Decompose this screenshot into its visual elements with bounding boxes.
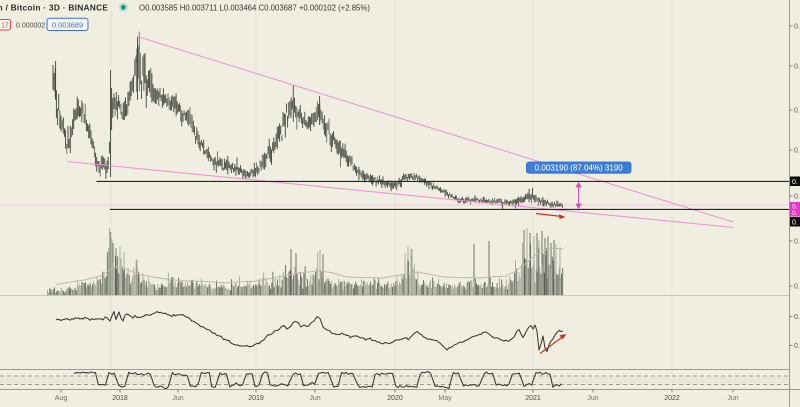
svg-text:0.: 0. xyxy=(792,204,798,211)
svg-text:2020: 2020 xyxy=(387,395,403,402)
svg-text:Jun: Jun xyxy=(587,395,598,402)
svg-text:0.0: 0.0 xyxy=(794,148,800,155)
svg-text:0.0: 0.0 xyxy=(794,239,800,246)
svg-text:0.0: 0.0 xyxy=(794,24,800,31)
svg-text:0.: 0. xyxy=(792,179,798,186)
svg-text:17: 17 xyxy=(1,23,9,30)
svg-text:Jun: Jun xyxy=(309,395,320,402)
svg-text:May: May xyxy=(438,395,452,402)
svg-text:0.: 0. xyxy=(792,220,798,227)
svg-text:n / Bitcoin · 3D · BINANCE: n / Bitcoin · 3D · BINANCE xyxy=(0,2,108,12)
svg-text:2022: 2022 xyxy=(664,395,680,402)
svg-text:2019: 2019 xyxy=(248,395,264,402)
svg-text:Aug: Aug xyxy=(55,395,68,402)
svg-text:0.0: 0.0 xyxy=(794,343,800,350)
svg-text:0.0: 0.0 xyxy=(794,314,800,321)
svg-text:2018: 2018 xyxy=(112,395,128,402)
svg-text:0.0: 0.0 xyxy=(794,194,800,201)
svg-text:0.0: 0.0 xyxy=(794,108,800,115)
svg-text:Jun: Jun xyxy=(727,395,738,402)
svg-text:0.000002: 0.000002 xyxy=(16,23,45,30)
svg-text:0.003689: 0.003689 xyxy=(52,20,83,29)
svg-text:0.003190 (87.04%) 3190: 0.003190 (87.04%) 3190 xyxy=(535,163,624,172)
svg-text:0.0: 0.0 xyxy=(794,284,800,291)
svg-text:0.: 0. xyxy=(792,210,798,217)
svg-text:0.0: 0.0 xyxy=(794,64,800,71)
svg-text:O0.003585 H0.003711 L0.003464: O0.003585 H0.003711 L0.003464 C0.003687 … xyxy=(139,3,370,12)
svg-text:2021: 2021 xyxy=(525,395,541,402)
svg-text:Jun: Jun xyxy=(172,395,183,402)
